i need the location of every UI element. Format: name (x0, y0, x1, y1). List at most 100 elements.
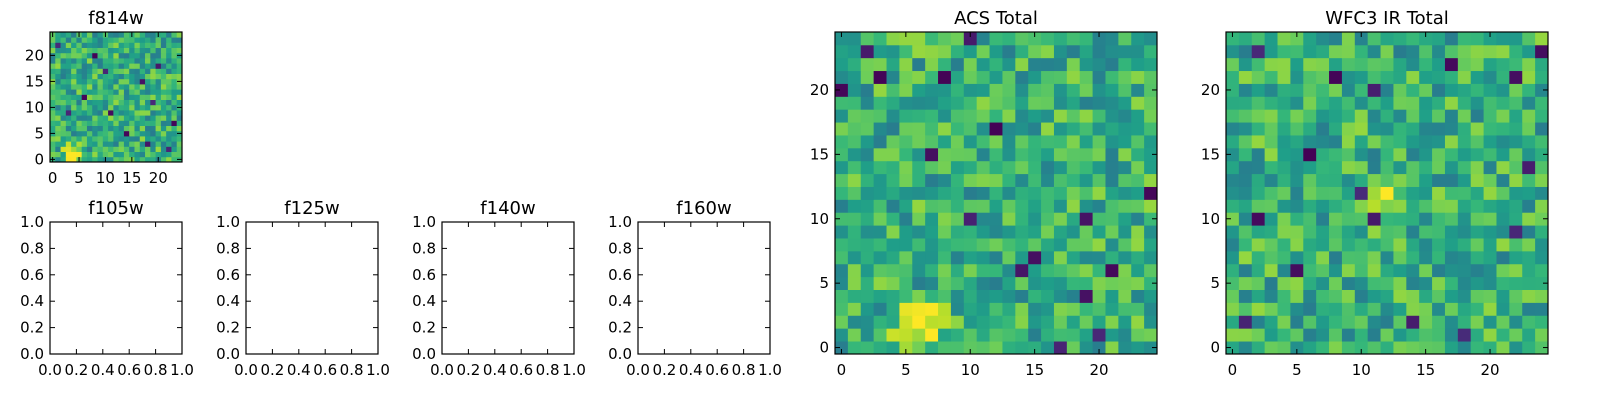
x-tick-label: 1.0 (758, 361, 782, 379)
heatmap-cell (55, 78, 61, 85)
heatmap-cell (860, 83, 875, 97)
heatmap-cell (1277, 173, 1291, 187)
heatmap-cell (71, 99, 77, 106)
heatmap-cell (1316, 263, 1330, 278)
heatmap-cell (1303, 238, 1317, 252)
heatmap-cell (1419, 160, 1433, 175)
heatmap-cell (1380, 186, 1394, 200)
heatmap-cell (1496, 186, 1510, 200)
x-tick-label: 0.6 (509, 361, 533, 379)
heatmap-cell (1535, 83, 1549, 97)
heatmap-cell (160, 141, 167, 147)
heatmap-cell (925, 147, 939, 162)
heatmap-cell (1290, 57, 1304, 72)
heatmap-cell (1393, 147, 1407, 162)
heatmap-cell (113, 37, 120, 43)
heatmap-cell (1041, 135, 1055, 149)
heatmap-cell (1393, 135, 1407, 149)
heatmap-cell (1028, 70, 1042, 84)
heatmap-cell (176, 136, 183, 142)
heatmap-cell (123, 130, 130, 137)
heatmap-cell (102, 130, 109, 137)
heatmap-cell (150, 120, 156, 126)
heatmap-cell (1238, 212, 1253, 226)
heatmap-cell (1496, 32, 1510, 46)
heatmap-cell (1303, 32, 1317, 46)
heatmap-cell (912, 302, 926, 316)
heatmap-cell (963, 250, 978, 265)
panel-title: WFC3 IR Total (1325, 8, 1448, 29)
heatmap-cell (113, 42, 120, 48)
heatmap-cell (1226, 44, 1240, 59)
heatmap-cell (92, 146, 98, 152)
heatmap-cell (1079, 315, 1093, 329)
heatmap-cell (1535, 147, 1549, 162)
heatmap-cell (1118, 238, 1132, 252)
heatmap-cell (899, 302, 913, 316)
heatmap-cell (50, 99, 56, 106)
heatmap-cell (860, 225, 875, 239)
heatmap-cell (1380, 44, 1394, 59)
heatmap-cell (1251, 289, 1266, 303)
heatmap-cell (176, 58, 183, 64)
heatmap-cell (963, 173, 978, 187)
heatmap-cell (145, 120, 151, 126)
heatmap-cell (1079, 44, 1093, 59)
heatmap-cell (976, 109, 990, 123)
heatmap-cell (1264, 147, 1278, 162)
heatmap-cell (171, 42, 178, 48)
heatmap-cell (123, 110, 130, 116)
heatmap-cell (1341, 32, 1356, 46)
heatmap-cell (113, 52, 120, 59)
heatmap-cell (1483, 160, 1497, 175)
heatmap-cell (1092, 173, 1106, 187)
heatmap-cell (108, 68, 114, 74)
heatmap-cell (76, 63, 83, 69)
heatmap-cell (81, 156, 88, 163)
heatmap-cell (989, 276, 1003, 290)
heatmap-cell (860, 173, 875, 187)
y-tick-label: 5 (1210, 274, 1220, 292)
heatmap-cell (1118, 328, 1132, 342)
heatmap-cell (76, 99, 83, 106)
heatmap-cell (1509, 135, 1523, 149)
heatmap-cell (1144, 199, 1158, 213)
heatmap-cell (1028, 135, 1042, 149)
heatmap-cell (899, 289, 913, 303)
heatmap-cell (71, 37, 77, 43)
heatmap-cell (1226, 238, 1240, 252)
heatmap-cell (1419, 341, 1433, 355)
heatmap-cell (1329, 341, 1343, 355)
heatmap-cell (139, 130, 146, 137)
heatmap-cell (912, 160, 926, 175)
heatmap-cell (1483, 250, 1497, 265)
heatmap-cell (1432, 238, 1446, 252)
heatmap-cell (1367, 212, 1381, 226)
heatmap-cell (150, 52, 156, 59)
heatmap-cell (129, 58, 135, 64)
heatmap-cell (1535, 263, 1549, 278)
heatmap-cell (976, 147, 990, 162)
heatmap-cell (139, 37, 146, 43)
heatmap-cell (171, 52, 178, 59)
heatmap-cell (71, 68, 77, 74)
heatmap-cell (97, 99, 104, 106)
heatmap-cell (1393, 315, 1407, 329)
heatmap-cell (835, 70, 849, 84)
heatmap-cell (835, 225, 849, 239)
heatmap-cell (150, 63, 156, 69)
heatmap-cell (1341, 315, 1356, 329)
heatmap-cell (150, 42, 156, 48)
heatmap-cell (835, 315, 849, 329)
heatmap-cell (145, 156, 151, 163)
heatmap-cell (113, 68, 120, 74)
heatmap-cell (1290, 186, 1304, 200)
heatmap-cell (1535, 238, 1549, 252)
heatmap-cell (1131, 212, 1145, 226)
heatmap-cell (145, 136, 151, 142)
heatmap-cell (873, 32, 887, 46)
heatmap-cell (76, 89, 83, 95)
x-tick-label: 0.8 (536, 361, 560, 379)
heatmap-cell (1444, 44, 1459, 59)
heatmap-cell (1470, 341, 1484, 355)
